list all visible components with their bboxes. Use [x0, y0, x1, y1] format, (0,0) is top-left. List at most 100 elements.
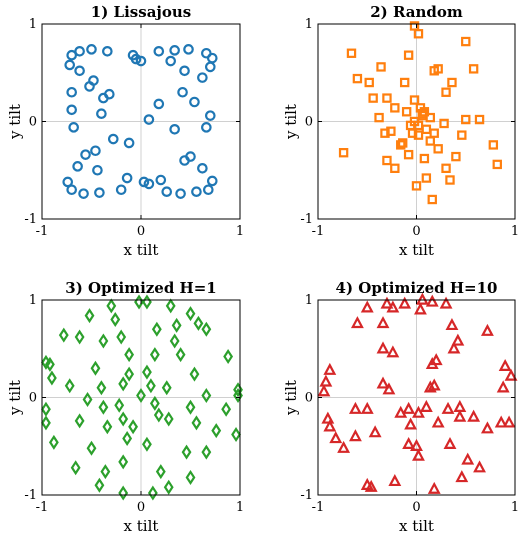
- data-point: [445, 318, 459, 331]
- data-point: [135, 55, 147, 67]
- data-point: [453, 409, 467, 422]
- data-point: [480, 421, 494, 434]
- data-point: [404, 417, 418, 430]
- data-point: [203, 184, 214, 196]
- data-point: [368, 425, 382, 438]
- data-point: [98, 333, 109, 349]
- data-point: [390, 163, 400, 173]
- data-point: [380, 296, 394, 309]
- x-tick-label: -1: [312, 500, 325, 515]
- chart-panel-3: -1 0 1 -1 0 1 3) Optimized H=1 x tilt y tilt: [6, 279, 244, 535]
- y-tick-label: -1: [24, 488, 37, 503]
- data-point: [175, 347, 186, 363]
- data-point: [398, 138, 408, 148]
- data-point: [360, 401, 374, 414]
- data-point: [155, 174, 167, 186]
- data-point: [191, 186, 202, 197]
- data-point: [118, 454, 129, 470]
- data-point: [114, 397, 125, 413]
- data-point: [412, 448, 425, 461]
- chart-title: 4) Optimized H=10: [336, 279, 498, 297]
- data-point: [390, 103, 400, 113]
- data-point: [74, 45, 85, 57]
- data-point: [338, 148, 349, 158]
- data-point: [96, 380, 107, 396]
- data-point: [169, 45, 180, 56]
- data-point: [388, 474, 402, 487]
- data-point: [429, 353, 443, 366]
- data-point: [405, 120, 416, 131]
- data-point: [181, 444, 192, 460]
- data-point: [197, 163, 208, 174]
- data-point: [193, 315, 204, 331]
- data-point: [74, 413, 85, 429]
- data-point: [350, 316, 364, 329]
- data-point: [441, 401, 455, 414]
- data-point: [409, 95, 420, 105]
- data-point: [399, 77, 410, 88]
- data-point: [376, 316, 390, 329]
- data-point: [142, 294, 152, 310]
- data-point: [74, 329, 85, 345]
- data-point: [130, 53, 142, 65]
- data-point: [447, 77, 457, 88]
- data-point: [427, 481, 441, 494]
- data-point: [78, 188, 89, 199]
- data-point: [189, 366, 200, 382]
- x-tick-label: -1: [312, 224, 325, 239]
- x-axis-label: x tilt: [124, 241, 159, 259]
- data-point: [134, 294, 144, 310]
- data-point: [100, 464, 111, 480]
- data-point: [417, 108, 428, 119]
- data-point: [402, 401, 416, 414]
- data-point: [142, 436, 152, 452]
- data-point: [136, 388, 146, 404]
- y-axis-label: y tilt: [6, 104, 24, 140]
- x-tick-label: 0: [412, 224, 420, 239]
- data-point: [201, 321, 212, 337]
- data-point: [382, 155, 392, 166]
- data-point: [72, 161, 83, 172]
- data-point: [412, 405, 425, 418]
- data-point: [492, 159, 502, 170]
- data-point: [474, 114, 485, 125]
- data-point: [403, 149, 414, 160]
- data-point: [185, 306, 196, 322]
- data-point: [445, 175, 455, 185]
- data-point: [175, 188, 186, 199]
- data-point: [421, 124, 432, 134]
- data-point: [161, 380, 172, 396]
- data-point: [124, 347, 135, 363]
- data-point: [155, 464, 166, 480]
- data-point: [185, 469, 196, 485]
- data-point: [90, 145, 101, 157]
- data-point: [205, 110, 216, 121]
- chart-panel-4: -1 0 1 -1 0 1 4) Optimized H=10 x tilt y tilt: [282, 279, 519, 535]
- data-point: [121, 172, 133, 184]
- data-point: [413, 29, 424, 39]
- data-point: [413, 130, 424, 140]
- data-point: [64, 59, 76, 71]
- data-point: [423, 380, 437, 393]
- data-point: [70, 460, 81, 476]
- data-point: [374, 112, 384, 123]
- data-point: [153, 407, 164, 423]
- y-tick-label: -1: [300, 488, 313, 503]
- data-point: [80, 149, 91, 160]
- data-point: [382, 382, 396, 395]
- data-point: [177, 86, 188, 98]
- data-point: [118, 485, 129, 501]
- data-point: [143, 178, 155, 190]
- data-point: [376, 62, 386, 72]
- data-point: [151, 321, 162, 337]
- data-point: [153, 98, 165, 110]
- data-point: [102, 45, 113, 57]
- data-point: [153, 45, 165, 57]
- data-point: [147, 485, 158, 501]
- data-point: [179, 65, 190, 77]
- data-point: [433, 64, 443, 74]
- data-point: [58, 327, 69, 343]
- data-point: [104, 88, 115, 100]
- data-point: [115, 184, 127, 196]
